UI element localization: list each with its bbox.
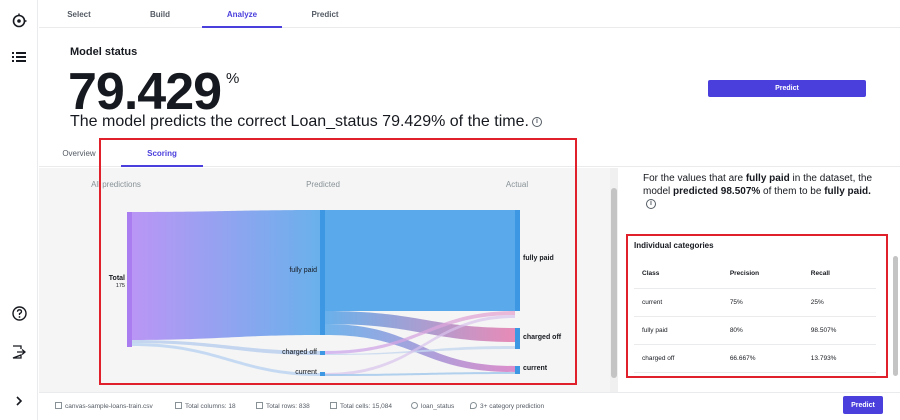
flow-total-chargedoff — [132, 340, 320, 355]
flow-co-co — [325, 346, 515, 355]
footer-bar — [39, 392, 900, 420]
cells-icon — [330, 402, 337, 409]
desc-emphasis: predicted 98.507% — [673, 186, 761, 197]
scoring-scrollbar[interactable] — [610, 168, 618, 392]
cell-class: current — [634, 288, 722, 317]
table-header-row: Class Precision Recall — [634, 259, 876, 289]
info-icon[interactable]: i — [531, 116, 542, 127]
file-icon — [55, 402, 62, 409]
desc-category: fully paid — [745, 173, 790, 184]
node-total — [127, 212, 132, 347]
node-act-chargedoff — [515, 328, 520, 349]
flow-fp-fp — [325, 210, 515, 311]
subtab-overview[interactable]: Overview — [62, 149, 96, 158]
footer-rows: Total rows: 838 — [256, 402, 310, 410]
cell-recall: 98.507% — [802, 316, 876, 345]
cell-precision: 75% — [721, 288, 803, 317]
columns-icon — [175, 402, 182, 409]
node-pred-current — [320, 372, 325, 376]
flow-total-fullypaid — [132, 210, 320, 340]
cell-precision: 66.667% — [721, 344, 803, 373]
accuracy-sentence-text: The model predicts the correct Loan_stat… — [70, 113, 529, 130]
models-icon[interactable] — [10, 12, 28, 30]
cell-class: fully paid — [634, 316, 722, 345]
flow-co-fp — [325, 311, 515, 354]
cell-precision: 80% — [721, 316, 803, 345]
table-row: current 75% 25% — [634, 288, 876, 317]
tab-build[interactable]: Build — [150, 10, 170, 19]
target-icon — [411, 402, 418, 409]
table-row: charged off 66.667% 13.793% — [634, 344, 876, 373]
label-act-chargedoff: charged off — [523, 334, 562, 341]
tab-select[interactable]: Select — [67, 10, 91, 19]
footer-cells: Total cells: 15,084 — [330, 402, 392, 410]
desc-category-end: fully paid. — [824, 186, 871, 197]
col-label-actual: Actual — [506, 180, 528, 189]
label-pred-current: current — [295, 369, 317, 376]
footer-columns: Total columns: 18 — [175, 402, 236, 410]
node-act-current — [515, 366, 520, 374]
table-row: fully paid 80% 98.507% — [634, 316, 876, 345]
scoring-scroll-thumb[interactable] — [611, 188, 617, 378]
col-label-predicted: Predicted — [306, 180, 340, 189]
footer-predict-button[interactable]: Predict — [843, 396, 883, 414]
footer-target: loan_status — [411, 402, 454, 410]
subtab-scoring[interactable]: Scoring — [121, 143, 203, 167]
footer-model-type: 3+ category prediction — [470, 402, 544, 410]
col-precision: Precision — [721, 259, 803, 289]
sign-out-icon[interactable] — [10, 343, 28, 361]
label-act-fullypaid: fully paid — [523, 255, 554, 262]
col-label-all: All predictions — [91, 180, 141, 189]
expand-chevron-icon[interactable] — [10, 392, 28, 410]
analysis-subtabs: Overview Scoring — [39, 143, 900, 167]
footer-target-text: loan_status — [421, 403, 455, 410]
footer-cells-text: Total cells: 15,084 — [340, 403, 393, 410]
label-pred-chargedoff: charged off — [282, 349, 317, 356]
cell-recall: 25% — [802, 288, 876, 317]
categories-scrollbar[interactable] — [893, 256, 898, 376]
node-act-fullypaid — [515, 210, 520, 311]
desc-middle: in the dataset, the model — [643, 173, 873, 197]
node-pred-chargedoff — [320, 351, 325, 355]
accuracy-value: 79.429 — [68, 63, 222, 121]
label-act-current: current — [523, 365, 548, 372]
tab-predict[interactable]: Predict — [311, 10, 339, 19]
cell-class: charged off — [634, 344, 722, 373]
footer-dataset-text: canvas-sample-loans-train.csv — [65, 403, 153, 410]
list-icon[interactable] — [10, 48, 28, 66]
model-status-title: Model status — [70, 46, 138, 58]
predict-button[interactable]: Predict — [708, 80, 866, 97]
sankey-diagram: All predictions Predicted Actual Total 1… — [91, 180, 562, 376]
col-class: Class — [634, 259, 722, 289]
left-rail — [0, 0, 38, 420]
help-icon[interactable] — [10, 304, 28, 322]
node-pred-fullypaid — [320, 210, 325, 335]
accuracy-unit: % — [226, 70, 240, 87]
desc-info-icon[interactable]: i — [646, 199, 656, 210]
label-pred-fullypaid: fully paid — [289, 267, 317, 274]
footer-columns-text: Total columns: 18 — [185, 403, 236, 410]
footer-rows-text: Total rows: 838 — [266, 403, 310, 410]
flow-fp-co — [325, 311, 515, 342]
tab-analyze[interactable]: Analyze — [202, 0, 282, 28]
rows-icon — [256, 402, 263, 409]
desc-suffix: of them to be — [760, 186, 825, 197]
accuracy-sentence: The model predicts the correct Loan_stat… — [70, 113, 542, 131]
footer-model-type-text: 3+ category prediction — [480, 403, 545, 410]
desc-prefix: For the values that are — [643, 173, 746, 184]
location-pin-icon — [470, 402, 477, 409]
cell-recall: 13.793% — [802, 344, 876, 373]
col-recall: Recall — [802, 259, 876, 289]
flow-cur-cur — [325, 372, 515, 376]
categories-table: Class Precision Recall current 75% 25% f… — [634, 259, 876, 373]
flow-total-current — [132, 343, 320, 376]
individual-categories-title: Individual categories — [634, 241, 714, 250]
workflow-tabs: Select Build Analyze Predict — [39, 0, 900, 28]
label-total-count: 175 — [116, 283, 125, 289]
footer-dataset: canvas-sample-loans-train.csv — [55, 402, 153, 410]
category-description: For the values that are fully paid in th… — [643, 172, 883, 211]
label-total: Total — [109, 275, 125, 282]
